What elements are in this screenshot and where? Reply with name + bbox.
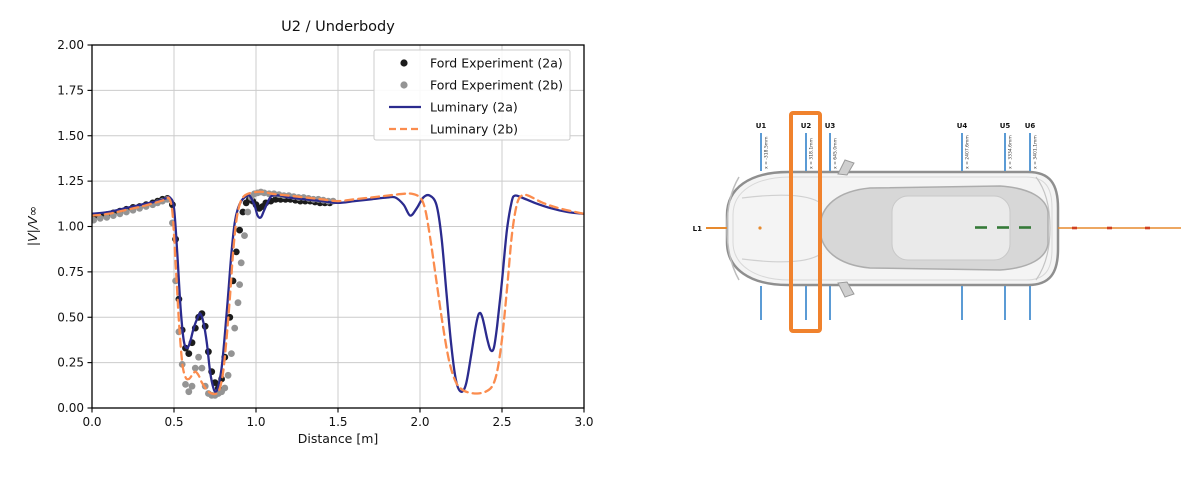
y-tick-label: 1.75 bbox=[57, 83, 84, 97]
scatter-series-ford-experiment-2b- bbox=[92, 188, 337, 399]
centerline-label: L1 bbox=[693, 225, 702, 233]
legend-box bbox=[373, 49, 571, 141]
red-tick bbox=[1145, 226, 1150, 230]
data-point bbox=[224, 371, 232, 379]
x-tick-label: 3.0 bbox=[574, 415, 593, 429]
chart-title: U2 / Underbody bbox=[281, 19, 395, 35]
probe-label: U2 bbox=[801, 122, 812, 130]
probe-u4: U4 x = 2407.6mm bbox=[957, 122, 971, 320]
data-point bbox=[239, 208, 247, 216]
probe-label: U3 bbox=[825, 122, 836, 130]
car-rear-deck-line bbox=[1035, 176, 1051, 281]
y-tick-label: 0.00 bbox=[57, 401, 84, 415]
y-tick-label: 2.00 bbox=[57, 38, 84, 52]
probe-label: U4 bbox=[957, 122, 968, 130]
probe-annotation: x = 3401.1mm bbox=[1033, 135, 1039, 169]
probe-location-diagram: L1 U1 x = -318.5mm U2 x = 318.1mm U3 x = 645.… bbox=[693, 111, 1181, 333]
y-tick-label: 1.00 bbox=[57, 220, 84, 234]
data-point bbox=[231, 324, 239, 332]
data-point bbox=[236, 226, 244, 234]
probe-label: U5 bbox=[1000, 122, 1011, 130]
legend-item-label: Luminary (2b) bbox=[430, 121, 518, 136]
centerline-red-ticks bbox=[1072, 226, 1150, 230]
u2-highlight-box bbox=[789, 111, 822, 333]
x-tick-label: 2.5 bbox=[492, 415, 511, 429]
y-tick-label: 0.25 bbox=[57, 356, 84, 370]
red-tick bbox=[1072, 226, 1077, 230]
chart-ticks: 0.0 0.5 1.0 1.5 2.0 2.5 3.0 0.00 0.25 0.50 0.75 1.0… bbox=[57, 38, 593, 429]
probe-annotation: x = 3334.6mm bbox=[1008, 135, 1014, 169]
probe-annotation: x = -318.5mm bbox=[764, 136, 770, 169]
y-tick-label: 0.50 bbox=[57, 310, 84, 324]
data-point bbox=[103, 214, 111, 221]
data-point bbox=[195, 353, 203, 361]
y-axis-label: |V|/V∞ bbox=[25, 206, 40, 246]
data-point bbox=[221, 384, 229, 392]
probe-label: U6 bbox=[1025, 122, 1036, 130]
legend-item-label: Ford Experiment (2b) bbox=[430, 77, 563, 92]
legend-marker-dot bbox=[400, 59, 408, 67]
data-point bbox=[191, 364, 199, 372]
velocity-line-chart: 0.0 0.5 1.0 1.5 2.0 2.5 3.0 0.00 0.25 0.50 0.75 1.0… bbox=[25, 19, 594, 446]
red-tick bbox=[1107, 226, 1112, 230]
legend-item-label: Luminary (2a) bbox=[430, 99, 518, 114]
chart-legend: Ford Experiment (2a) Ford Experiment (2b)… bbox=[373, 49, 571, 141]
x-tick-label: 1.0 bbox=[246, 415, 265, 429]
car-roof-panel bbox=[891, 195, 1011, 261]
car-mirror-left bbox=[837, 159, 855, 176]
y-tick-label: 1.25 bbox=[57, 174, 84, 188]
probe-annotation: x = 2407.6mm bbox=[965, 135, 971, 169]
data-point bbox=[185, 388, 193, 396]
data-point bbox=[182, 381, 189, 388]
line-series-luminary-2b- bbox=[92, 190, 584, 396]
probe-u5: U5 x = 3334.6mm bbox=[1000, 122, 1014, 320]
data-point bbox=[92, 216, 97, 224]
data-point bbox=[237, 259, 245, 267]
data-point bbox=[185, 350, 193, 357]
probe-label: U1 bbox=[756, 122, 767, 130]
chart-series bbox=[92, 188, 584, 399]
x-axis-label: Distance [m] bbox=[298, 431, 379, 446]
probe-u1: U1 x = -318.5mm bbox=[756, 122, 770, 320]
probe-annotation: x = 318.1mm bbox=[809, 138, 815, 169]
legend-marker-dot bbox=[400, 81, 408, 89]
scatter-series-ford-experiment-2a- bbox=[92, 195, 334, 392]
y-tick-label: 1.50 bbox=[57, 129, 84, 143]
data-point bbox=[96, 214, 104, 222]
x-tick-label: 0.0 bbox=[82, 415, 101, 429]
data-point bbox=[232, 248, 240, 256]
centerline-front-dot bbox=[758, 226, 762, 230]
probe-u6: U6 x = 3401.1mm bbox=[1025, 122, 1039, 320]
x-tick-label: 0.5 bbox=[164, 415, 183, 429]
probe-u3: U3 x = 645.0mm bbox=[825, 122, 839, 320]
data-point bbox=[241, 232, 248, 240]
probe-u2: U2 x = 318.1mm bbox=[801, 122, 815, 320]
probe-annotation: x = 645.0mm bbox=[833, 138, 839, 169]
car-mirror-right bbox=[837, 281, 855, 298]
data-point bbox=[236, 281, 244, 288]
data-point bbox=[244, 208, 252, 216]
x-tick-label: 2.0 bbox=[410, 415, 429, 429]
data-point bbox=[228, 350, 235, 357]
car-top-view bbox=[725, 159, 1060, 298]
legend-item-label: Ford Experiment (2a) bbox=[430, 55, 563, 70]
data-point bbox=[198, 364, 206, 372]
probe-lines: U1 x = -318.5mm U2 x = 318.1mm U3 x = 645.0mm… bbox=[756, 122, 1039, 320]
x-tick-label: 1.5 bbox=[328, 415, 347, 429]
data-point bbox=[234, 299, 242, 307]
y-tick-label: 0.75 bbox=[57, 265, 84, 279]
data-point bbox=[188, 382, 196, 390]
